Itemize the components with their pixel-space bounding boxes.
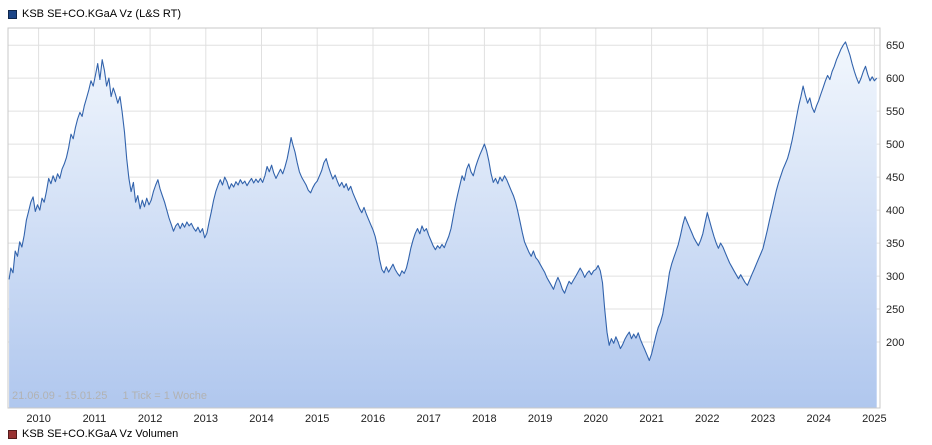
x-axis-label: 2024: [806, 413, 830, 425]
volume-series-label: KSB SE+CO.KGaA Vz Volumen: [22, 428, 179, 440]
date-range-label: 21.06.09 - 15.01.25: [12, 390, 108, 402]
x-axis-label: 2014: [249, 413, 273, 425]
x-axis-label: 2015: [305, 413, 329, 425]
plot-border: [7, 27, 881, 409]
price-series-legend: KSB SE+CO.KGaA Vz (L&S RT): [8, 8, 181, 20]
x-axis-label: 2017: [416, 413, 440, 425]
x-axis-label: 2022: [695, 413, 719, 425]
x-axis-label: 2013: [194, 413, 218, 425]
y-axis-label: 350: [886, 238, 904, 250]
price-area-fill: [9, 41, 877, 409]
price-chart-canvas: 200 250 300 350 400 450 500 550 600 650 2010 2011 20…: [7, 27, 904, 425]
x-axis-label: 2021: [639, 413, 663, 425]
x-axis-label: 2010: [26, 413, 50, 425]
y-axis-label: 200: [886, 337, 904, 349]
x-axis-label: 2019: [528, 413, 552, 425]
tick-interval-label: 1 Tick = 1 Woche: [122, 390, 207, 402]
volume-series-legend: KSB SE+CO.KGaA Vz Volumen: [8, 428, 178, 440]
price-series-label: KSB SE+CO.KGaA Vz (L&S RT): [22, 8, 182, 20]
price-chart: 200 250 300 350 400 450 500 550 600 650 2010 2011 20…: [0, 26, 932, 426]
price-series-swatch-icon: [8, 9, 17, 19]
x-axis-label: 2025: [862, 413, 886, 425]
price-line: [8, 41, 878, 362]
volume-series-swatch-icon: [8, 429, 17, 439]
x-axis-label: 2016: [361, 413, 385, 425]
y-axis-label: 550: [886, 106, 904, 118]
y-axis-label: 500: [886, 139, 904, 151]
x-axis-label: 2020: [584, 413, 608, 425]
y-axis-label: 650: [886, 40, 904, 52]
y-axis-label: 400: [886, 205, 904, 217]
y-axis-label: 250: [886, 304, 904, 316]
x-axis-label: 2018: [472, 413, 496, 425]
x-axis-label: 2012: [138, 413, 162, 425]
y-axis-label: 600: [886, 73, 904, 85]
x-axis-label: 2011: [83, 413, 107, 425]
chart-range-annotation: 21.06.09 - 15.01.25 1 Tick = 1 Woche: [12, 390, 219, 402]
y-axis-label: 450: [886, 172, 904, 184]
y-axis-label: 300: [886, 271, 904, 283]
x-axis-label: 2023: [751, 413, 775, 425]
